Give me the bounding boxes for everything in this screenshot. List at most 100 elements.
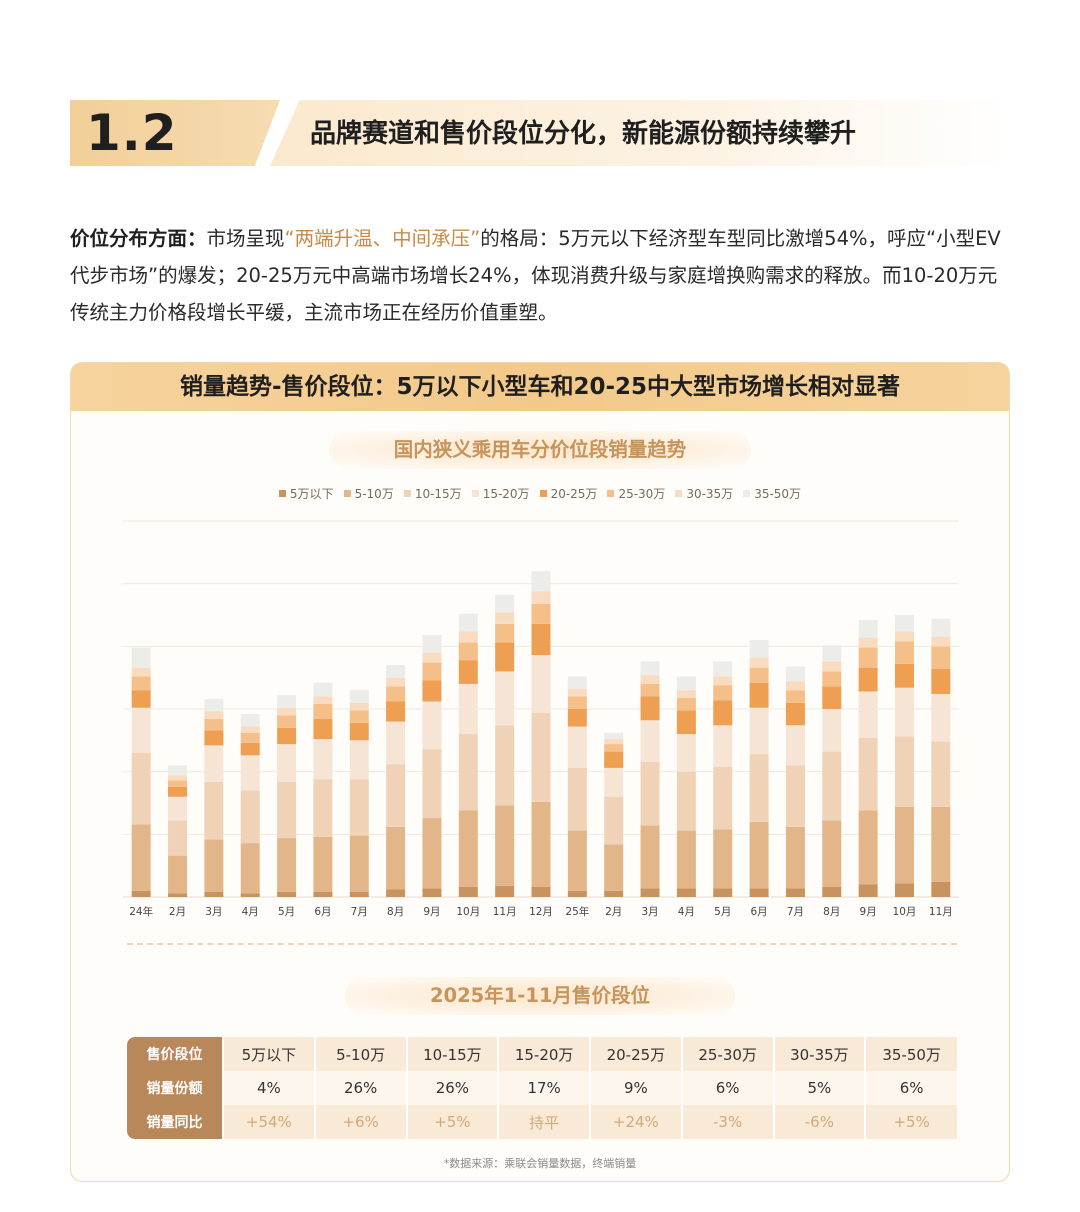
row-label-yoy: 销量同比 (127, 1105, 223, 1139)
bar-segment (640, 888, 660, 897)
bar-segment (495, 642, 515, 672)
bar-segment (495, 594, 515, 613)
bar-segment (277, 727, 297, 745)
legend-item: 35-50万 (743, 485, 801, 502)
bar-segment (567, 767, 587, 831)
x-tick-label: 5月 (714, 906, 731, 918)
bar-segment (749, 640, 769, 658)
bar-segment (676, 888, 696, 897)
bar-segment (785, 690, 805, 703)
share-cell: 4% (222, 1071, 315, 1105)
bar-segment (785, 666, 805, 682)
x-tick-label: 6月 (750, 906, 767, 918)
x-tick-label: 25年 (565, 905, 589, 918)
bar-segment (858, 667, 878, 692)
bar-segment (785, 765, 805, 827)
bar-segment (931, 741, 951, 807)
x-tick-label: 8月 (387, 906, 404, 918)
bar-segment (894, 736, 914, 807)
bar-segment (168, 796, 188, 821)
legend-swatch (607, 490, 615, 497)
legend-item: 15-20万 (471, 485, 530, 502)
bar-segment (168, 780, 188, 787)
bar-segment (458, 660, 478, 684)
bar-segment (349, 710, 369, 723)
bar-segment (640, 696, 660, 721)
bar-segment (495, 885, 515, 897)
legend-label: 30-35万 (686, 487, 734, 501)
bar-segment (204, 745, 224, 782)
bar-segment (204, 839, 224, 892)
bar-segment (386, 826, 406, 890)
bar-segment (131, 890, 151, 897)
legend-swatch (675, 490, 683, 497)
bar-segment (894, 641, 914, 664)
yoy-cell: +6% (313, 1105, 407, 1139)
x-tick-label: 10月 (456, 906, 480, 918)
share-cell: 9% (589, 1071, 682, 1105)
yoy-cell: 持平 (497, 1105, 590, 1139)
bar-segment (640, 720, 660, 762)
bar-segment (858, 637, 878, 648)
bar-segment (313, 779, 333, 837)
bar-segment (240, 742, 260, 756)
bar-segment (131, 707, 151, 753)
bar-segment (604, 739, 624, 745)
bar-segment (131, 647, 151, 668)
legend-item: 10-15万 (403, 485, 462, 502)
bar-segment (749, 657, 769, 668)
bar-segment (604, 744, 624, 752)
bar-segment (349, 835, 369, 892)
x-tick-label: 3月 (205, 906, 222, 918)
bar-segment (567, 830, 587, 891)
yoy-cell: +5% (864, 1105, 957, 1139)
bar-segment (313, 696, 333, 704)
bar-segment (204, 730, 224, 746)
bar-segment (894, 883, 914, 897)
row-label-share: 销量份额 (127, 1071, 223, 1105)
bar-segment (858, 884, 878, 897)
bar-segment (313, 739, 333, 780)
paragraph-highlight: “两端升温、中间承压” (284, 227, 481, 250)
bar-segment (386, 686, 406, 702)
bar-segment (894, 806, 914, 884)
bar-segment (458, 642, 478, 661)
bar-segment (567, 709, 587, 727)
chart-card: 销量趋势-售价段位：5万以下小型车和20-25中大型市场增长相对显著 国内狭义乘… (70, 362, 1010, 1182)
share-cell: 17% (497, 1071, 590, 1105)
table-row-yoy: 销量同比 +54% +6% +5% 持平 +24% -3% -6% +5% (127, 1105, 957, 1139)
x-tick-label: 6月 (314, 906, 331, 918)
share-cell: 5% (772, 1071, 866, 1105)
bar-segment (894, 631, 914, 642)
bar-segment (277, 838, 297, 892)
legend-swatch (343, 490, 351, 497)
legend-item: 5-10万 (343, 485, 394, 502)
bar-segment (640, 825, 660, 889)
bar-segment (386, 701, 406, 722)
bar-segment (131, 690, 151, 708)
bar-segment (931, 618, 951, 637)
bar-segment (422, 652, 442, 663)
x-tick-label: 3月 (641, 906, 658, 918)
bar-segment (240, 843, 260, 894)
bar-segment (713, 700, 733, 726)
share-cell: 26% (313, 1071, 407, 1105)
bar-segment (531, 591, 551, 604)
bar-segment (822, 709, 842, 752)
bar-segment (531, 655, 551, 713)
bar-segment (676, 830, 696, 889)
legend-label: 35-50万 (754, 487, 802, 501)
bar-segment (168, 855, 188, 894)
bar-segment (204, 711, 224, 720)
bar-segment (458, 683, 478, 735)
bar-segment (931, 881, 951, 897)
bar-segment (676, 771, 696, 831)
bar-segment (858, 737, 878, 811)
bar-segment (822, 671, 842, 687)
bar-segment (822, 686, 842, 709)
bar-segment (713, 676, 733, 686)
bar-segment (931, 668, 951, 694)
bar-segment (640, 675, 660, 684)
bar-segment (749, 888, 769, 897)
bar-segment (422, 818, 442, 889)
